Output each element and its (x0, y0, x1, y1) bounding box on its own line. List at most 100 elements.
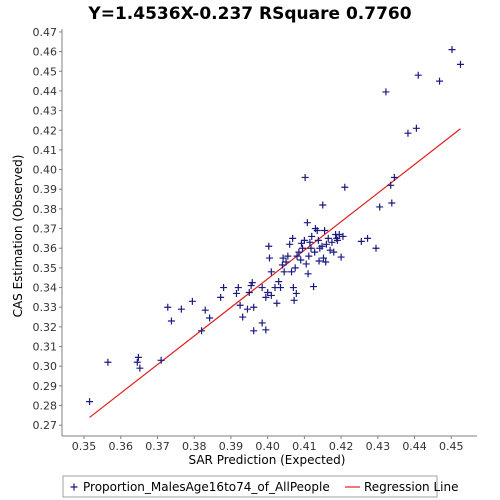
y-tick-label: 0.31 (33, 341, 58, 354)
y-tick-label: 0.29 (33, 380, 58, 393)
data-point (243, 305, 251, 313)
data-point (167, 317, 175, 325)
data-point (322, 258, 330, 266)
data-point (206, 314, 214, 322)
x-tick-label: 0.38 (182, 440, 207, 453)
data-point (341, 183, 349, 191)
data-point (282, 258, 290, 266)
x-tick-label: 0.42 (329, 440, 354, 453)
x-tick-label: 0.36 (109, 440, 134, 453)
data-point (280, 268, 288, 276)
data-point (262, 326, 270, 334)
y-tick-label: 0.34 (33, 282, 58, 295)
data-point (177, 305, 185, 313)
data-point (300, 236, 308, 244)
data-point (313, 227, 321, 235)
data-point (319, 254, 327, 262)
data-point (289, 234, 297, 242)
plot-area (62, 29, 477, 436)
x-tick-label: 0.35 (72, 440, 97, 453)
data-point (382, 88, 390, 96)
data-point (322, 240, 330, 248)
data-point (310, 283, 318, 291)
data-point (326, 246, 334, 254)
x-tick-label: 0.37 (145, 440, 170, 453)
data-point (339, 232, 347, 240)
y-tick-label: 0.47 (33, 26, 58, 39)
data-point (288, 268, 296, 276)
y-tick-label: 0.35 (33, 262, 58, 275)
data-point (301, 173, 309, 181)
legend-label-regression: Regression Line (364, 480, 458, 494)
y-tick-label: 0.39 (33, 183, 58, 196)
data-point (412, 124, 420, 132)
data-point (232, 289, 240, 297)
data-point (234, 284, 242, 292)
data-point (387, 181, 395, 189)
data-point (297, 239, 305, 247)
data-point (321, 227, 329, 235)
data-point (364, 234, 372, 242)
data-point (372, 244, 380, 252)
data-point (258, 319, 266, 327)
data-point (250, 327, 258, 335)
data-point (330, 248, 338, 256)
x-axis: 0.35 0.36 0.37 0.38 0.39 0.40 0.41 0.42 0.43 0.44… (62, 435, 477, 453)
data-point (250, 303, 258, 311)
chart-title: Y=1.4536X-0.237 RSquare 0.7760 (87, 4, 411, 24)
y-tick-label: 0.28 (33, 400, 58, 413)
data-point (315, 257, 323, 265)
data-point (305, 252, 313, 260)
data-point (217, 293, 225, 301)
y-tick-label: 0.46 (33, 46, 58, 59)
regression-line (89, 128, 461, 418)
data-point (248, 279, 256, 287)
data-point (311, 248, 319, 256)
data-point (164, 303, 172, 311)
data-point (258, 284, 266, 292)
data-point (436, 77, 444, 85)
x-axis-label: SAR Prediction (Expected) (189, 453, 346, 467)
data-point (266, 254, 273, 262)
x-tick-label: 0.45 (439, 440, 464, 453)
data-point (264, 288, 272, 296)
y-tick-label: 0.27 (33, 419, 58, 432)
x-tick-label: 0.41 (292, 440, 317, 453)
legend-plus-icon (70, 483, 78, 491)
data-point (86, 398, 94, 406)
data-point (304, 270, 312, 278)
x-tick-label: 0.44 (402, 440, 427, 453)
data-point (303, 219, 311, 227)
data-point (333, 236, 341, 244)
legend-box (62, 475, 438, 498)
data-point (134, 353, 142, 361)
points-layer (86, 46, 464, 406)
data-point (308, 232, 316, 240)
data-point (299, 244, 307, 252)
data-point (239, 313, 247, 321)
data-point (291, 264, 299, 272)
data-point (290, 296, 298, 304)
data-point (247, 282, 255, 290)
data-point (278, 261, 286, 269)
data-point (318, 242, 326, 250)
data-point (284, 252, 292, 260)
y-tick-label: 0.43 (33, 105, 58, 118)
data-point (295, 248, 303, 256)
data-point (302, 260, 310, 268)
data-point (104, 358, 112, 366)
y-tick-label: 0.45 (33, 65, 58, 78)
data-point (277, 284, 285, 292)
legend: Proportion_MalesAge16to74_of_AllPeople R… (62, 475, 458, 498)
data-point (314, 236, 322, 244)
data-point (306, 238, 314, 246)
data-point (390, 173, 398, 181)
data-point (448, 46, 456, 54)
data-point (188, 297, 196, 305)
data-point (286, 240, 294, 248)
y-tick-label: 0.30 (33, 360, 58, 373)
data-point (262, 293, 270, 301)
data-point (267, 291, 275, 299)
data-point (292, 289, 300, 297)
